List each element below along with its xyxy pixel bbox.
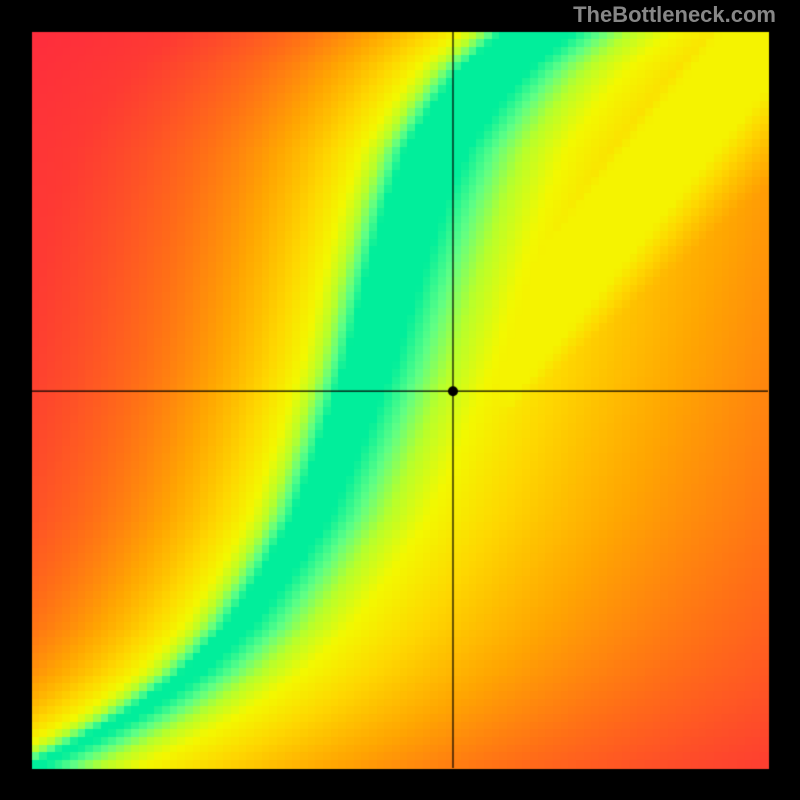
watermark-text: TheBottleneck.com [573, 2, 776, 28]
chart-container: TheBottleneck.com [0, 0, 800, 800]
heatmap-canvas [0, 0, 800, 800]
